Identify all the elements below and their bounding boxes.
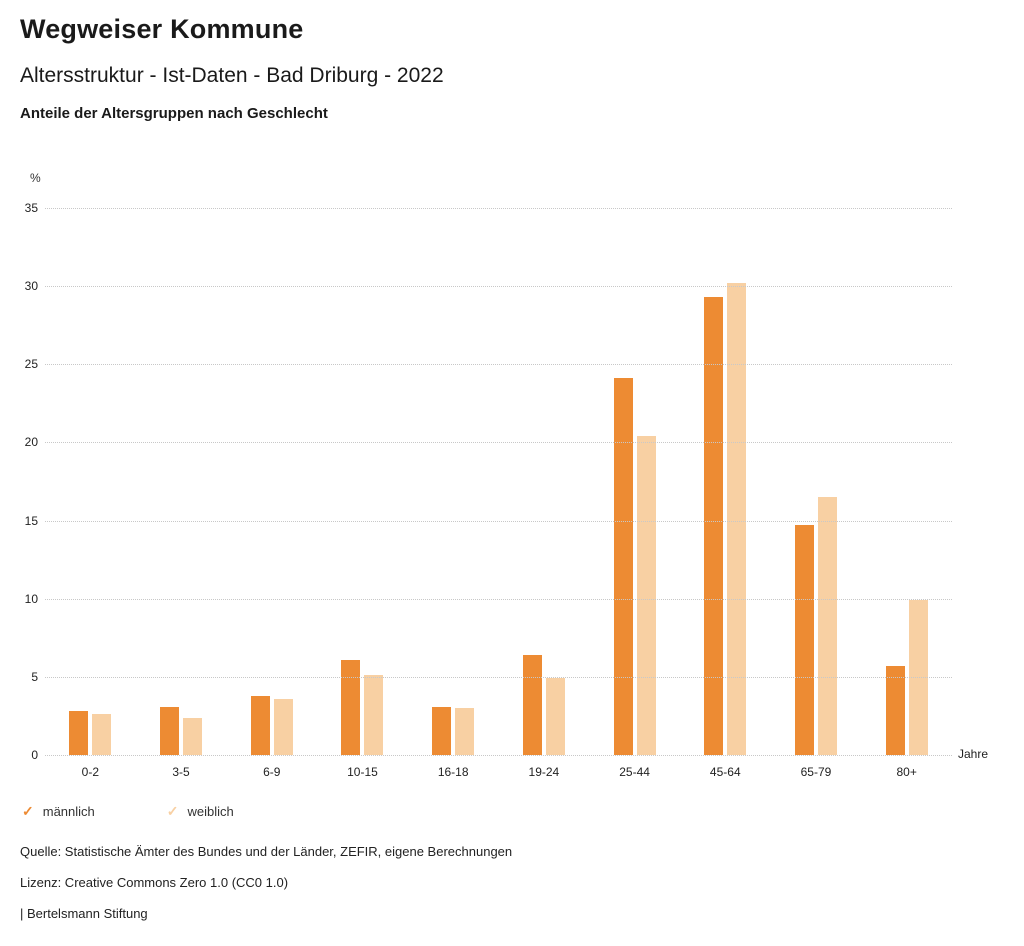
bar-groups <box>45 208 952 755</box>
bar-group <box>861 208 952 755</box>
y-tick-label: 15 <box>24 513 38 528</box>
page-subtitle: Altersstruktur - Ist-Daten - Bad Driburg… <box>20 64 444 87</box>
bar-group <box>317 208 408 755</box>
bar-weiblich <box>636 436 656 755</box>
bar-group <box>408 208 499 755</box>
x-tick-label: 19-24 <box>528 765 560 779</box>
bar-weiblich <box>545 678 565 755</box>
bar-group <box>499 208 590 755</box>
legend: ✓ männlich ✓ weiblich <box>22 803 234 820</box>
x-labels: 0-2 3-5 6-9 10-15 16-18 19-24 25-44 45-64 65-79 8… <box>45 765 952 779</box>
y-tick-label: 30 <box>24 279 38 294</box>
gridline <box>45 286 952 288</box>
y-tick-label: 0 <box>31 748 38 762</box>
bar-weiblich <box>455 708 475 755</box>
bar-group <box>45 208 136 755</box>
bar-maennlich <box>794 525 814 755</box>
x-tick-label: 3-5 <box>172 765 190 779</box>
x-tick-label: 25-44 <box>619 765 650 779</box>
x-axis-unit-label: Jahre <box>958 747 989 761</box>
gridline <box>45 208 952 209</box>
y-tick-label: 10 <box>24 591 38 606</box>
x-tick-label: 45-64 <box>709 765 741 779</box>
legend-item-weiblich[interactable]: ✓ weiblich <box>167 803 234 820</box>
bar-group <box>136 208 227 755</box>
gridline <box>45 755 952 756</box>
page-title: Wegweiser Kommune <box>20 14 304 44</box>
gridline <box>45 442 952 444</box>
bar-maennlich <box>613 378 633 755</box>
y-tick-label: 35 <box>24 201 38 215</box>
check-icon: ✓ <box>166 803 179 819</box>
license-text: Lizenz: Creative Commons Zero 1.0 (CC0 1… <box>20 875 289 890</box>
chart-heading: Anteile der Altersgruppen nach Geschlech… <box>20 105 328 122</box>
bar-maennlich <box>160 706 180 755</box>
bar-maennlich <box>885 665 905 755</box>
source-text: Quelle: Statistische Ämter des Bundes un… <box>20 844 513 859</box>
gridline <box>45 598 952 600</box>
x-tick-label: 80+ <box>896 765 917 779</box>
bar-maennlich <box>250 695 270 755</box>
x-tick-label: 65-79 <box>800 765 832 779</box>
bar-weiblich <box>183 717 203 755</box>
gridline <box>45 520 952 522</box>
bar-group <box>771 208 862 755</box>
x-tick-label: 10-15 <box>347 765 378 779</box>
x-tick-label: 6-9 <box>263 765 281 779</box>
y-tick-label: 25 <box>24 357 38 372</box>
bar-weiblich <box>273 698 293 755</box>
legend-label: weiblich <box>187 804 234 819</box>
bar-weiblich <box>364 675 384 755</box>
attribution-text: | Bertelsmann Stiftung <box>20 906 148 921</box>
x-tick-label: 0-2 <box>81 765 100 779</box>
legend-item-maennlich[interactable]: ✓ männlich <box>22 803 95 820</box>
bar-group <box>226 208 317 755</box>
gridline <box>45 676 952 678</box>
y-axis-unit-label: % <box>30 171 41 185</box>
legend-label: männlich <box>42 804 95 819</box>
bar-group <box>589 208 680 755</box>
bar-maennlich <box>69 711 89 755</box>
plot-area <box>45 208 952 756</box>
x-tick-label: 16-18 <box>437 765 469 779</box>
y-tick-label: 5 <box>31 669 38 684</box>
bar-weiblich <box>817 497 837 755</box>
bar-group <box>680 208 771 755</box>
bar-maennlich <box>432 706 452 755</box>
bar-maennlich <box>341 659 361 755</box>
bar-weiblich <box>92 714 112 755</box>
gridline <box>45 364 952 366</box>
bar-weiblich <box>727 283 747 755</box>
bar-maennlich <box>704 297 724 755</box>
y-axis: 0 5 10 15 20 25 30 35 <box>0 201 38 762</box>
check-icon: ✓ <box>22 803 34 819</box>
y-tick-label: 20 <box>24 435 38 450</box>
bar-maennlich <box>522 654 542 755</box>
